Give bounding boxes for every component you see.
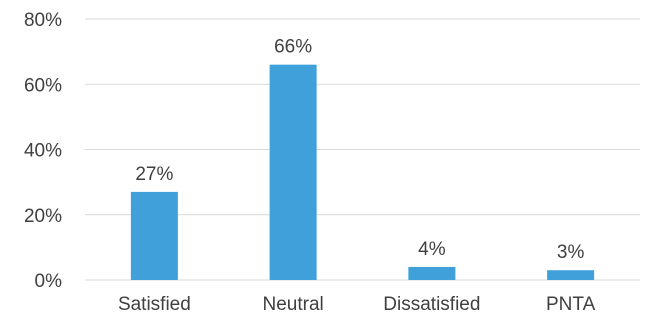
bar-pnta [547, 270, 595, 280]
category-labels: Satisfied Neutral Dissatisfied PNTA [118, 294, 596, 315]
bar-dissatisfied [408, 266, 456, 280]
bar-satisfied [130, 191, 178, 280]
category-label-pnta: PNTA [546, 294, 596, 315]
category-label-neutral: Neutral [263, 294, 324, 315]
y-tick-label: 80% [24, 10, 62, 31]
data-label-pnta: 3% [557, 242, 585, 263]
bar-neutral [269, 64, 317, 280]
y-tick-label: 20% [24, 206, 62, 227]
data-labels: 27% 66% 4% 3% [135, 37, 584, 264]
category-label-satisfied: Satisfied [118, 294, 191, 315]
bars [130, 64, 595, 280]
y-axis-tick-labels: 0% 20% 40% 60% 80% [24, 10, 62, 292]
y-tick-label: 0% [35, 271, 63, 292]
data-label-satisfied: 27% [135, 164, 173, 185]
y-tick-label: 40% [24, 141, 62, 162]
data-label-neutral: 66% [274, 37, 312, 58]
category-label-dissatisfied: Dissatisfied [383, 294, 480, 315]
data-label-dissatisfied: 4% [418, 239, 446, 260]
y-tick-label: 60% [24, 75, 62, 96]
